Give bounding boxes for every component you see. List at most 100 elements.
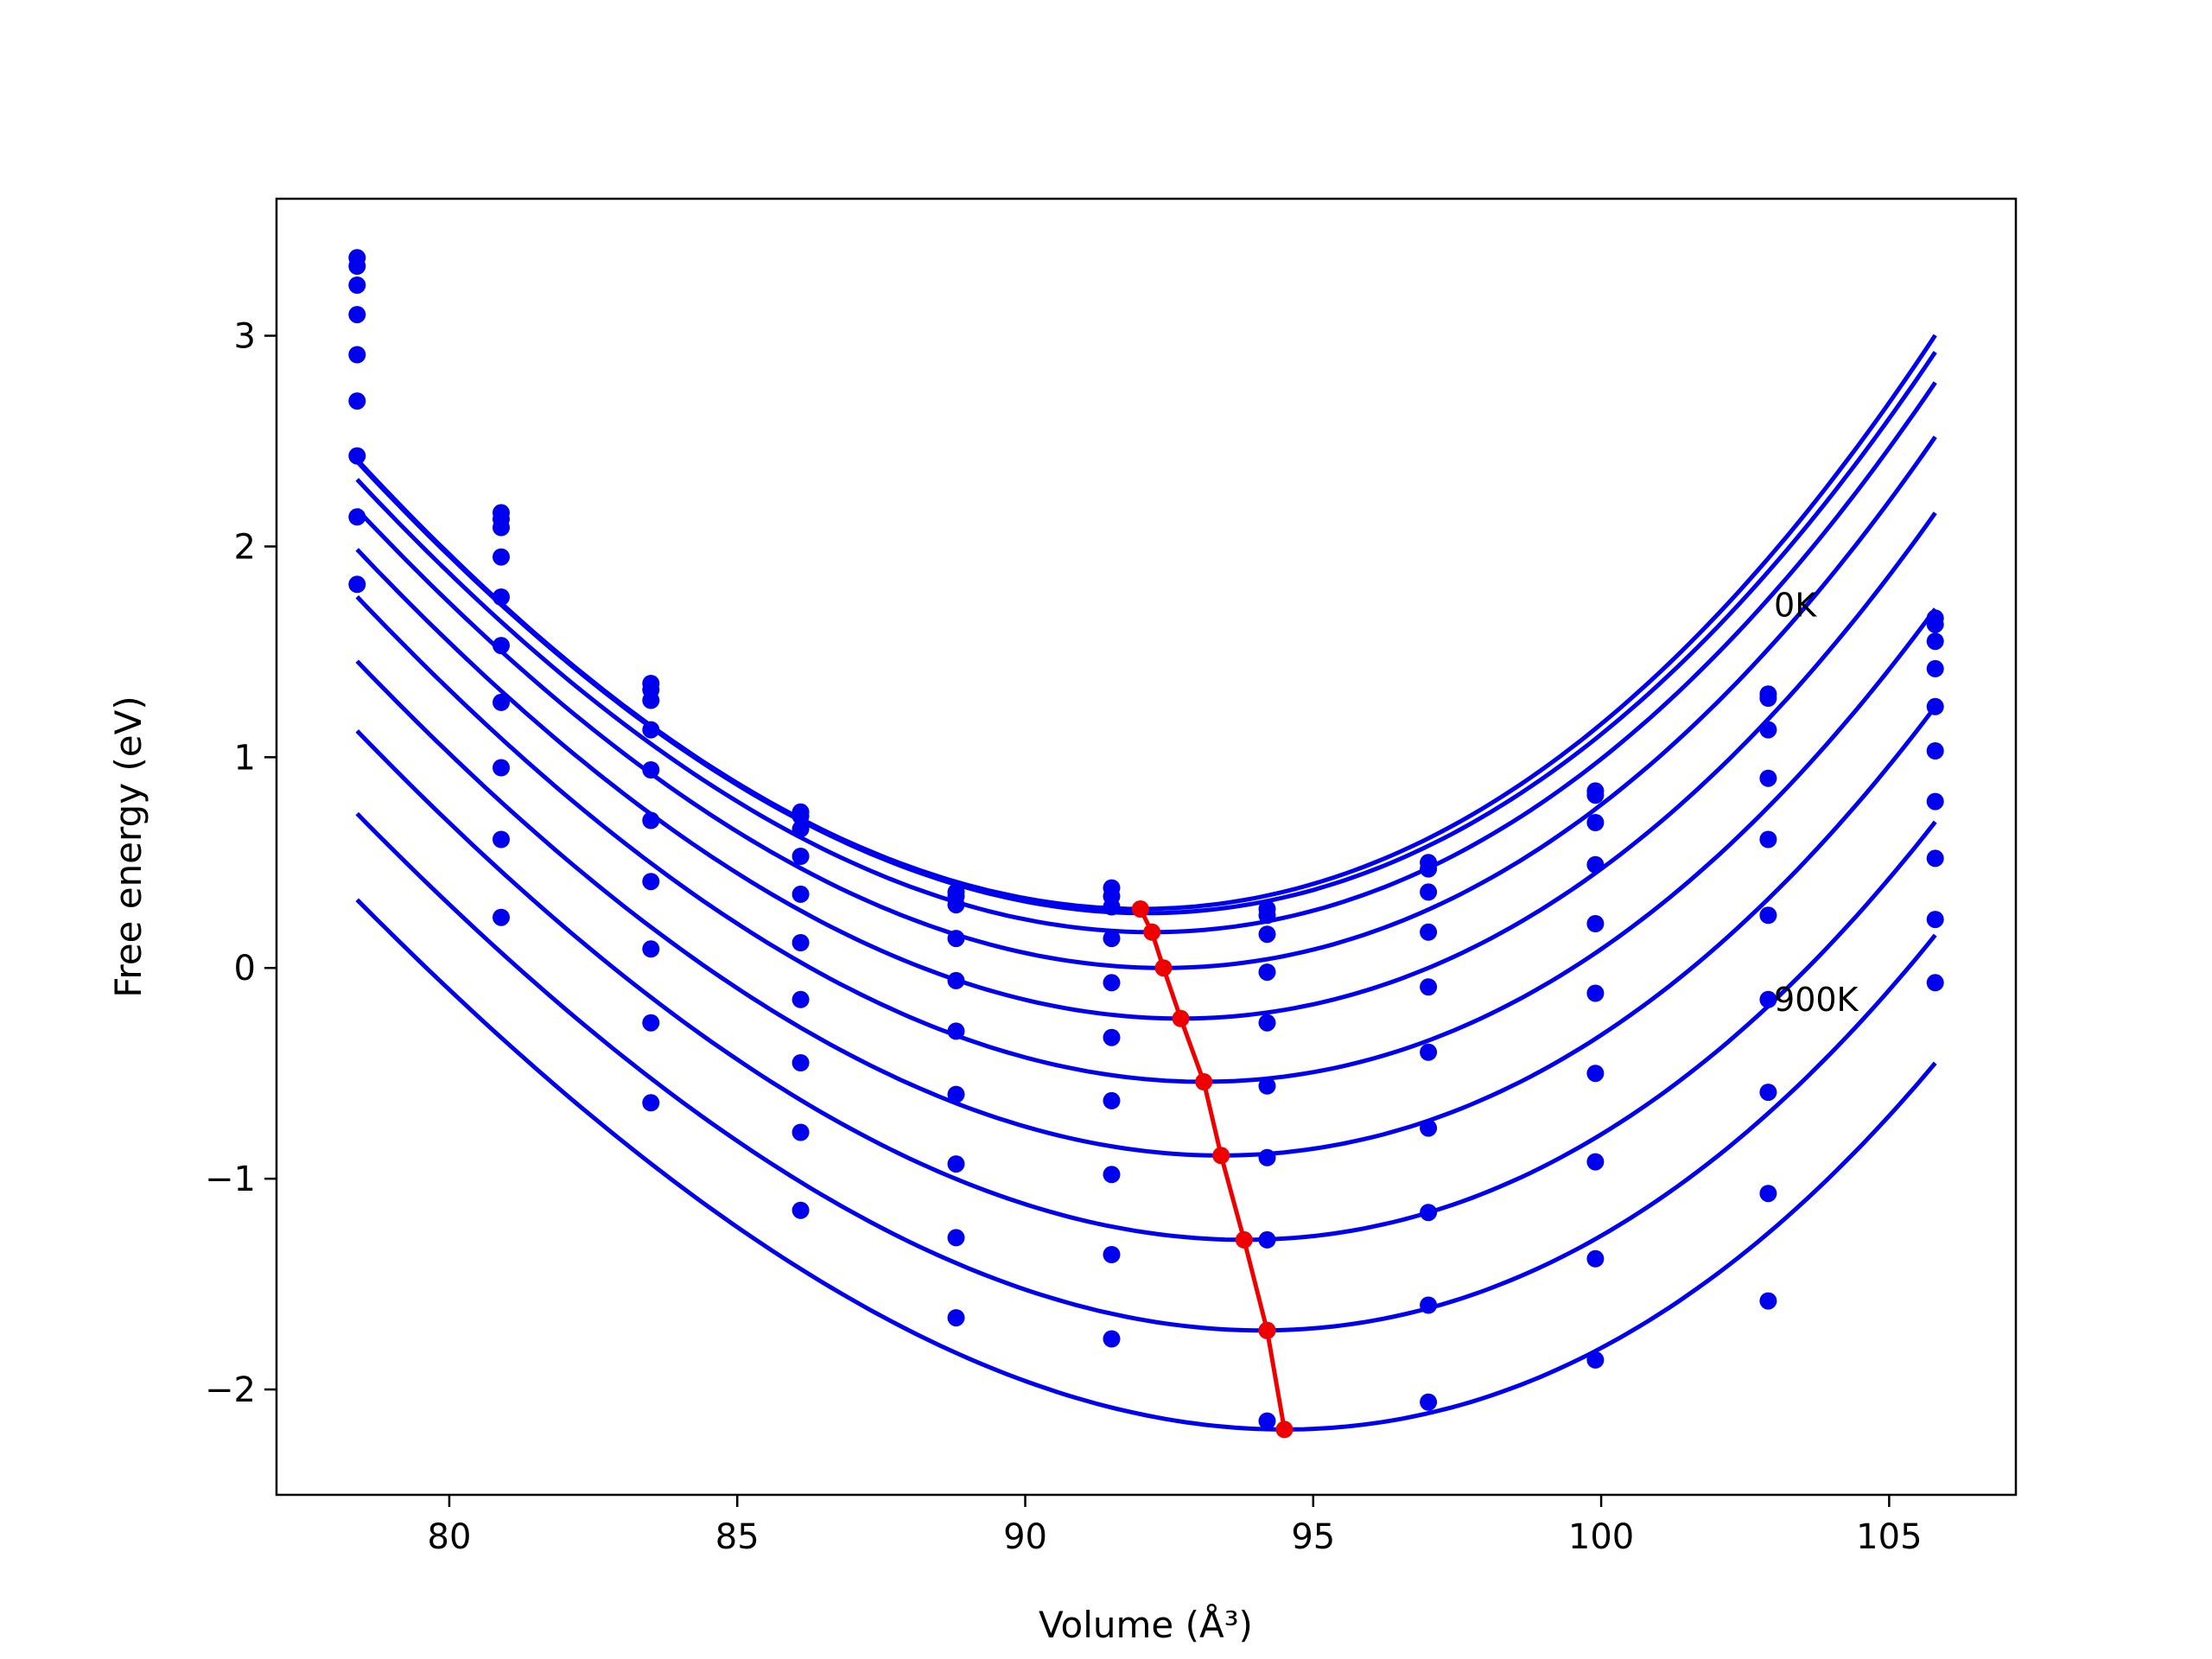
y-tick-label-1: −1	[205, 1160, 256, 1199]
fit-curve-6	[355, 659, 1937, 1158]
fit-curve-8	[355, 811, 1937, 1333]
data-point-2-7	[1420, 883, 1438, 901]
x-tick-label-4: 100	[1568, 1517, 1634, 1557]
x-tick-label-3: 95	[1291, 1517, 1335, 1557]
minima-point-1	[1143, 923, 1161, 941]
data-point-2-8	[1586, 814, 1605, 831]
data-point-4-9	[1759, 830, 1777, 849]
data-point-1-6	[1258, 906, 1276, 925]
minima-point-8	[1275, 1421, 1294, 1439]
data-point-3-0	[348, 306, 366, 324]
data-point-1-8	[1586, 786, 1605, 804]
data-point-7-3	[791, 1054, 810, 1071]
data-point-9-1	[493, 908, 510, 926]
data-point-3-10	[1926, 659, 1944, 677]
data-point-3-8	[1586, 855, 1605, 874]
y-tick-label-5: 3	[234, 317, 256, 357]
data-point-2-10	[1926, 632, 1944, 651]
minima-point-3	[1172, 1009, 1190, 1027]
data-point-5-3	[791, 934, 810, 951]
data-point-6-9	[1759, 990, 1777, 1008]
x-tick-label-0: 80	[428, 1517, 472, 1557]
data-point-9-2	[642, 1094, 660, 1112]
data-point-9-7	[1420, 1393, 1438, 1411]
data-point-2-3	[791, 820, 810, 838]
data-point-9-10	[1926, 974, 1944, 992]
minima-point-7	[1258, 1321, 1276, 1339]
data-point-7-2	[642, 940, 660, 958]
y-axis: −2 −1 0 1 2 3	[205, 317, 276, 1410]
data-point-9-8	[1586, 1351, 1605, 1369]
data-point-7-5	[1103, 1166, 1121, 1184]
fit-curve-3	[355, 435, 1937, 970]
data-point-8-7	[1420, 1296, 1438, 1314]
data-point-4-10	[1926, 697, 1944, 715]
data-point-2-4	[947, 896, 965, 914]
data-point-6-2	[642, 873, 660, 891]
data-point-6-0	[348, 447, 366, 465]
y-tick-label-4: 2	[234, 527, 256, 567]
annotation-1: 900K	[1774, 981, 1859, 1019]
data-point-6-7	[1420, 1119, 1438, 1137]
data-point-4-3	[791, 885, 810, 903]
data-point-2-5	[1103, 898, 1121, 916]
y-tick-label-2: 0	[234, 949, 256, 988]
data-point-2-6	[1258, 925, 1276, 944]
data-point-1-9	[1759, 690, 1777, 707]
fit-curve-7	[355, 729, 1937, 1243]
data-point-6-1	[493, 693, 510, 711]
data-point-7-6	[1258, 1230, 1276, 1249]
data-point-4-0	[348, 346, 366, 364]
data-point-6-5	[1103, 1091, 1121, 1109]
data-point-2-0	[348, 276, 366, 294]
minima-point-0	[1131, 900, 1149, 918]
data-point-7-1	[493, 759, 510, 777]
annotations: 0K 900K	[1774, 587, 1859, 1019]
data-point-9-4	[947, 1309, 965, 1327]
data-point-5-10	[1926, 742, 1944, 760]
data-point-3-9	[1759, 769, 1777, 787]
data-point-6-8	[1586, 1065, 1605, 1083]
data-point-3-3	[791, 848, 810, 865]
data-point-8-0	[348, 575, 366, 594]
data-point-6-10	[1926, 792, 1944, 810]
data-point-8-4	[947, 1229, 965, 1247]
data-point-7-8	[1586, 1153, 1605, 1171]
minima-point-6	[1235, 1230, 1253, 1249]
data-point-4-6	[1258, 1014, 1276, 1032]
data-point-5-6	[1258, 1077, 1276, 1095]
data-point-5-8	[1586, 984, 1605, 1002]
data-point-4-7	[1420, 978, 1438, 996]
data-point-8-3	[791, 1123, 810, 1141]
data-point-2-9	[1759, 721, 1777, 739]
data-point-6-6	[1258, 1148, 1276, 1166]
data-point-4-4	[947, 971, 965, 989]
data-point-7-7	[1420, 1204, 1438, 1222]
data-point-9-6	[1258, 1412, 1276, 1430]
data-point-4-5	[1103, 974, 1121, 992]
y-axis-label: Free energy (eV)	[107, 696, 149, 998]
data-point-2-2	[642, 691, 660, 709]
data-point-5-7	[1420, 1043, 1438, 1061]
data-point-8-5	[1103, 1246, 1121, 1263]
data-point-3-5	[1103, 930, 1121, 948]
fit-curve-5	[355, 594, 1937, 1084]
x-axis: 80 85 90 95 100 105	[428, 1495, 1923, 1557]
data-point-8-9	[1759, 1185, 1777, 1203]
minima-point-5	[1212, 1147, 1230, 1165]
data-point-1-3	[791, 807, 810, 825]
data-point-8-8	[1586, 1249, 1605, 1268]
data-point-9-9	[1759, 1292, 1777, 1310]
x-tick-label-2: 90	[1003, 1517, 1047, 1557]
data-point-7-9	[1759, 1084, 1777, 1102]
data-point-3-7	[1420, 923, 1438, 941]
y-tick-label-3: 1	[234, 738, 256, 778]
data-point-7-4	[947, 1155, 965, 1173]
data-point-1-10	[1926, 615, 1944, 633]
data-point-4-1	[493, 588, 510, 606]
data-point-3-6	[1258, 963, 1276, 982]
data-point-3-1	[493, 548, 510, 566]
data-point-4-8	[1586, 915, 1605, 932]
